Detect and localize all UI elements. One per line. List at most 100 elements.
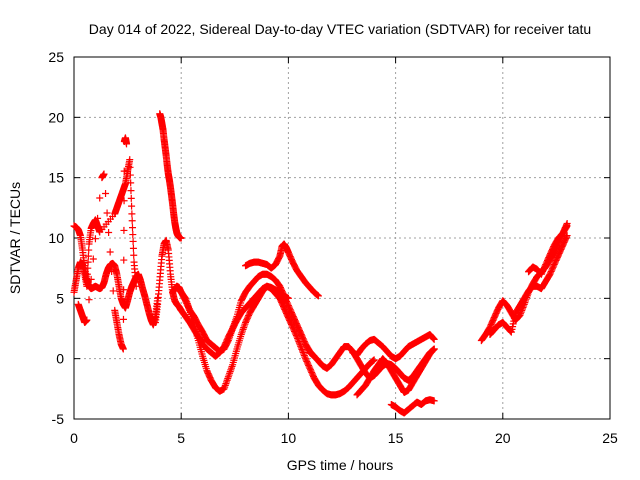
x-tick-label: 10 — [281, 430, 297, 446]
data-point — [126, 171, 134, 179]
series-segment-p — [525, 222, 571, 278]
data-point — [128, 202, 136, 210]
x-tick-label: 15 — [388, 430, 404, 446]
data-point — [129, 231, 137, 239]
y-tick-label: 25 — [48, 49, 64, 65]
series-segment-m — [387, 396, 438, 417]
data-point — [430, 397, 438, 405]
x-tick-label: 5 — [177, 430, 185, 446]
data-point — [563, 232, 571, 240]
data-point — [297, 342, 305, 350]
data-point — [240, 324, 248, 332]
data-point — [89, 255, 97, 263]
data-point — [224, 374, 232, 382]
data-point — [298, 347, 306, 355]
data-point — [238, 329, 246, 337]
data-point — [226, 368, 234, 376]
data-point — [83, 270, 91, 278]
data-point — [224, 373, 232, 381]
data-point — [84, 258, 92, 266]
data-point — [225, 371, 233, 379]
data-point — [314, 292, 322, 300]
data-point — [128, 210, 136, 218]
y-tick-label: 20 — [48, 109, 64, 125]
data-point — [295, 338, 303, 346]
data-point — [119, 315, 127, 323]
data-point — [430, 346, 438, 354]
data-point — [563, 233, 571, 241]
data-point — [127, 194, 135, 202]
series-segment-b — [70, 156, 140, 296]
data-point — [226, 333, 234, 341]
data-point — [120, 286, 128, 294]
data-point — [132, 282, 140, 290]
x-tick-labels: 0 5 10 15 20 25 — [70, 430, 618, 446]
data-point — [100, 170, 108, 178]
data-point — [229, 325, 237, 332]
data-point — [298, 345, 306, 353]
data-point — [120, 226, 128, 234]
data-point — [430, 335, 438, 343]
data-point — [229, 323, 237, 331]
data-point — [83, 316, 91, 324]
data-point — [130, 251, 138, 259]
data-point — [225, 335, 233, 343]
data-point — [103, 209, 111, 217]
series-segment-k — [349, 331, 438, 363]
y-tick-label: -5 — [52, 411, 65, 427]
data-point — [230, 319, 238, 327]
data-point — [232, 316, 240, 324]
y-tick-label: 10 — [48, 230, 64, 246]
data-point — [221, 381, 229, 389]
data-point — [429, 346, 437, 354]
data-point — [127, 179, 135, 187]
series-segment-c — [74, 134, 131, 353]
x-tick-label: 20 — [495, 430, 511, 446]
x-tick-label: 25 — [602, 430, 618, 446]
data-point — [126, 163, 134, 171]
data-point — [220, 385, 228, 393]
x-axis-label: GPS time / hours — [287, 457, 394, 473]
y-tick-label: 0 — [56, 351, 64, 367]
data-point — [123, 140, 131, 148]
data-point — [226, 331, 234, 339]
data-point — [85, 296, 93, 304]
data-point — [227, 328, 235, 336]
data-point — [430, 335, 438, 343]
data-point — [237, 331, 245, 339]
grid-lines — [74, 57, 610, 419]
series-segment-i — [276, 294, 378, 399]
series-segment-o — [486, 232, 571, 339]
data-point — [295, 339, 303, 347]
data-point — [221, 383, 229, 391]
data-point — [120, 167, 128, 175]
data-point — [127, 187, 135, 195]
data-point — [84, 264, 92, 272]
data-point — [222, 380, 230, 388]
data-point — [228, 326, 236, 334]
data-point — [85, 246, 93, 254]
data-point — [517, 310, 525, 318]
data-point — [230, 321, 238, 329]
data-point — [240, 322, 248, 330]
data-point — [84, 252, 92, 260]
data-point — [126, 156, 134, 164]
data-point — [226, 369, 234, 377]
series-segment-l — [353, 345, 438, 399]
data-point — [106, 248, 114, 256]
data-point — [109, 287, 117, 295]
series-segment-h — [242, 240, 322, 300]
data-point — [239, 325, 247, 333]
y-tick-label: 15 — [48, 170, 64, 186]
data-point — [119, 345, 127, 353]
data-point — [120, 256, 128, 264]
data-point — [105, 228, 113, 236]
data-point — [429, 334, 437, 342]
data-point — [227, 366, 235, 374]
data-point — [296, 341, 304, 349]
data-point — [129, 224, 137, 232]
data-point — [83, 276, 91, 284]
data-point — [83, 282, 91, 290]
data-point — [223, 378, 231, 386]
